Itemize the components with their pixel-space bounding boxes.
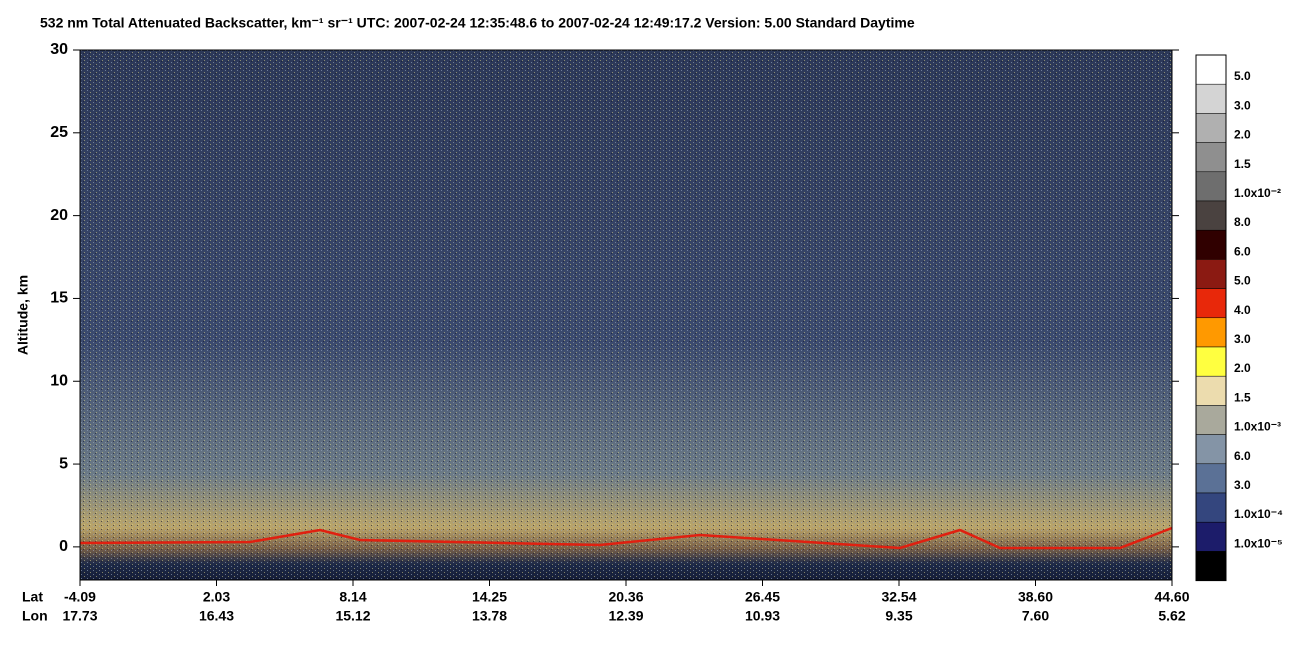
colorbar-label: 1.0x10⁻² bbox=[1234, 186, 1281, 200]
colorbar-label: 1.0x10⁻⁵ bbox=[1234, 536, 1283, 550]
colorbar-swatch bbox=[1195, 229, 1227, 260]
y-tick-label: 15 bbox=[50, 290, 68, 307]
colorbar-label: 5.0 bbox=[1234, 69, 1251, 83]
x-tick-label: 20.36 bbox=[608, 589, 643, 605]
colorbar-swatch bbox=[1195, 317, 1227, 348]
x-tick-label: -4.09 bbox=[64, 589, 96, 605]
x-tick-label: 12.39 bbox=[608, 608, 643, 624]
colorbar-label: 5.0 bbox=[1234, 274, 1251, 288]
colorbar-swatch bbox=[1195, 521, 1227, 552]
x-row-name: Lon bbox=[22, 608, 48, 624]
colorbar-label: 1.0x10⁻³ bbox=[1234, 420, 1281, 434]
y-tick-label: 25 bbox=[50, 124, 68, 141]
colorbar-label: 2.0 bbox=[1234, 361, 1251, 375]
surface-line bbox=[79, 526, 1173, 550]
colorbar-swatch bbox=[1195, 405, 1227, 435]
colorbar-label: 1.5 bbox=[1234, 390, 1251, 404]
y-tick-label: 30 bbox=[50, 41, 68, 58]
colorbar-swatch bbox=[1195, 492, 1227, 523]
colorbar-swatch bbox=[1195, 113, 1227, 143]
y-tick-label: 10 bbox=[50, 372, 68, 389]
y-tick-label: 0 bbox=[59, 538, 68, 555]
x-tick-label: 7.60 bbox=[1022, 608, 1049, 624]
x-tick-label: 14.25 bbox=[472, 589, 507, 605]
x-tick-label: 17.73 bbox=[62, 608, 97, 624]
chart-title: 532 nm Total Attenuated Backscatter, km⁻… bbox=[40, 15, 915, 31]
colorbar-label: 6.0 bbox=[1234, 449, 1251, 463]
x-tick-label: 38.60 bbox=[1018, 589, 1053, 605]
y-axis-label: Altitude, km bbox=[15, 275, 31, 355]
colorbar-swatch bbox=[1195, 171, 1227, 202]
x-tick-label: 44.60 bbox=[1154, 589, 1189, 605]
colorbar-swatch bbox=[1195, 142, 1227, 173]
x-row-name: Lat bbox=[22, 589, 43, 605]
colorbar-swatch bbox=[1195, 259, 1227, 289]
x-tick-label: 8.14 bbox=[339, 589, 366, 605]
x-tick-label: 16.43 bbox=[199, 608, 234, 624]
colorbar-label: 2.0 bbox=[1234, 128, 1251, 142]
colorbar-swatch bbox=[1195, 375, 1227, 406]
colorbar-label: 1.0x10⁻⁴ bbox=[1234, 507, 1283, 521]
colorbar-label: 8.0 bbox=[1234, 215, 1251, 229]
colorbar-swatch bbox=[1195, 288, 1227, 319]
x-tick-label: 15.12 bbox=[335, 608, 370, 624]
colorbar-swatch bbox=[1195, 346, 1227, 377]
colorbar-label: 6.0 bbox=[1234, 244, 1251, 258]
colorbar-label: 3.0 bbox=[1234, 478, 1251, 492]
colorbar-swatch bbox=[1195, 551, 1227, 581]
y-tick-label: 5 bbox=[59, 455, 68, 472]
x-tick-label: 10.93 bbox=[745, 608, 780, 624]
x-tick-label: 2.03 bbox=[203, 589, 230, 605]
backscatter-texture bbox=[80, 50, 1172, 580]
x-tick-label: 26.45 bbox=[745, 589, 780, 605]
x-tick-label: 9.35 bbox=[885, 608, 912, 624]
colorbar-label: 3.0 bbox=[1234, 98, 1251, 112]
plot-area bbox=[79, 49, 1173, 581]
x-tick-label: 32.54 bbox=[881, 589, 916, 605]
x-tick-label: 13.78 bbox=[472, 608, 507, 624]
y-tick-label: 20 bbox=[50, 207, 68, 224]
colorbar-label: 4.0 bbox=[1234, 303, 1251, 317]
colorbar-swatch bbox=[1195, 54, 1227, 85]
colorbar-label: 1.5 bbox=[1234, 157, 1251, 171]
x-tick-label: 5.62 bbox=[1158, 608, 1185, 624]
colorbar-swatch bbox=[1195, 83, 1227, 114]
colorbar-label: 3.0 bbox=[1234, 332, 1251, 346]
colorbar-swatch bbox=[1195, 200, 1227, 231]
colorbar-frame bbox=[1195, 54, 1227, 582]
colorbar-swatch bbox=[1195, 434, 1227, 465]
colorbar-swatch bbox=[1195, 463, 1227, 494]
